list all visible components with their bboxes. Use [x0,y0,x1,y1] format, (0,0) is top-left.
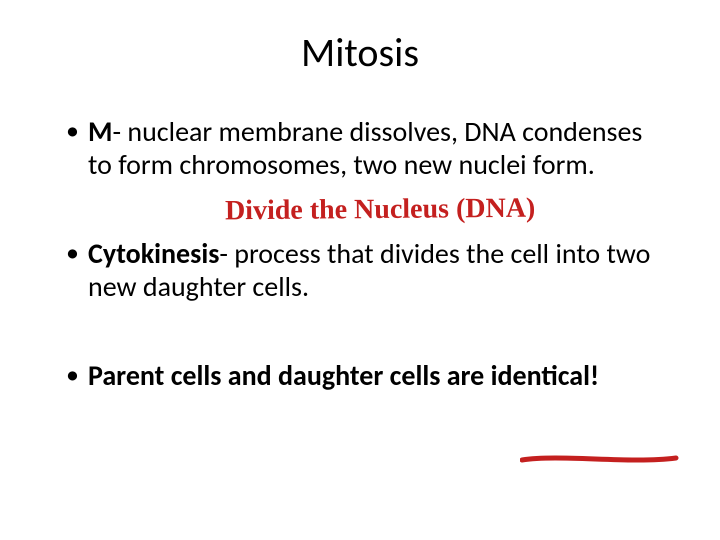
handwritten-underline [520,450,680,470]
bullet-item-1: M- nuclear membrane dissolves, DNA conde… [60,115,660,181]
bullet-item-2: Cytokinesis- process that divides the ce… [60,237,660,303]
underline-path [522,458,676,460]
slide: Mitosis M- nuclear membrane dissolves, D… [0,0,720,540]
bullet-list: M- nuclear membrane dissolves, DNA conde… [60,115,660,392]
bullet-1-lead: M [88,114,112,149]
bullet-2-lead: Cytokinesis [88,236,219,271]
bullet-item-3: Parent cells and daughter cells are iden… [60,359,660,392]
bullet-1-rest: - nuclear membrane dissolves, DNA conden… [88,114,642,182]
bullet-3-text: Parent cells and daughter cells are iden… [88,358,599,393]
slide-title: Mitosis [60,28,660,77]
